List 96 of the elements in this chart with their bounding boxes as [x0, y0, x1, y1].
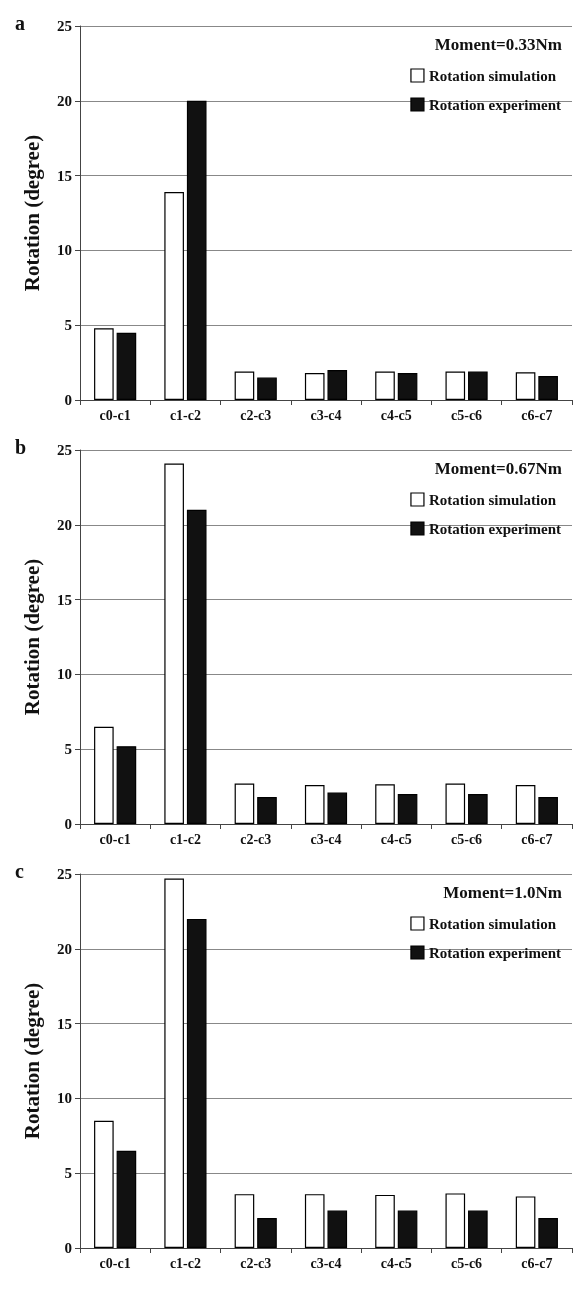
- bar: [397, 1210, 418, 1248]
- y-tick-label: 5: [64, 1165, 72, 1182]
- x-tick-label: c1-c2: [169, 831, 201, 847]
- y-tick-label: 0: [64, 1240, 72, 1256]
- y-tick-label: 15: [57, 1015, 72, 1032]
- bar: [94, 328, 114, 400]
- x-tick-label: c5-c6: [451, 407, 483, 423]
- bar: [538, 797, 558, 824]
- y-tick-label: 0: [64, 392, 72, 408]
- x-tick-label: c1-c2: [169, 1255, 201, 1271]
- bar: [116, 332, 137, 400]
- bar: [515, 1196, 536, 1248]
- bar: [164, 192, 184, 400]
- bar: [375, 784, 395, 824]
- bar: [234, 783, 255, 824]
- bar: [186, 100, 207, 400]
- x-tick-label: c4-c5: [380, 407, 412, 423]
- bar: [257, 1218, 277, 1248]
- x-tick-label: c6-c7: [521, 1255, 553, 1271]
- bar: [397, 373, 418, 400]
- x-tick-label: c0-c1: [99, 407, 131, 423]
- bar: [94, 726, 114, 824]
- bar: [538, 1218, 558, 1248]
- bar: [234, 371, 255, 400]
- x-tick-label: c0-c1: [99, 1255, 131, 1271]
- bar: [116, 1150, 137, 1248]
- y-tick-label: 10: [57, 242, 72, 259]
- x-tick-label: c6-c7: [521, 831, 553, 847]
- bar: [94, 1120, 114, 1248]
- bar: [468, 371, 488, 400]
- bar: [327, 370, 348, 400]
- bar: [304, 373, 325, 400]
- bar: [468, 1210, 488, 1248]
- chart-title: b: [15, 436, 27, 458]
- bar: [515, 372, 536, 400]
- x-tick-label: c2-c3: [240, 1255, 272, 1271]
- bar: [397, 794, 418, 824]
- bar: [327, 792, 348, 824]
- x-tick-label: c3-c4: [310, 831, 342, 847]
- y-tick-label: 20: [57, 516, 72, 533]
- y-axis-title: Rotation (degree): [19, 982, 44, 1140]
- y-tick-label: 15: [57, 167, 72, 184]
- bar: [257, 797, 277, 824]
- bar: [257, 377, 277, 400]
- bar: [164, 463, 184, 824]
- x-tick-label: c5-c6: [451, 831, 483, 847]
- y-tick-label: 10: [57, 666, 72, 683]
- x-tick-label: c6-c7: [521, 407, 553, 423]
- annotation: Moment=0.67Nm: [434, 459, 563, 478]
- bar: [164, 878, 184, 1248]
- legend-label: Rotation experiment: [428, 944, 562, 961]
- x-tick-label: c2-c3: [240, 831, 272, 847]
- bar: [116, 746, 137, 824]
- legend-label: Rotation experiment: [428, 520, 562, 537]
- y-axis-title: Rotation (degree): [19, 558, 44, 716]
- x-tick-label: c3-c4: [310, 1255, 342, 1271]
- chart-title: c: [15, 860, 24, 882]
- y-tick-label: 15: [57, 591, 72, 608]
- annotation: Moment=1.0Nm: [443, 883, 563, 902]
- y-tick-label: 0: [64, 816, 72, 832]
- bar: [375, 1194, 395, 1248]
- y-tick-label: 5: [64, 741, 72, 758]
- bar: [304, 785, 325, 824]
- y-tick-label: 10: [57, 1090, 72, 1107]
- bar: [445, 371, 466, 400]
- y-tick-label: 20: [57, 92, 72, 109]
- y-tick-label: 20: [57, 940, 72, 957]
- bar: [445, 783, 466, 824]
- y-tick-label: 5: [64, 317, 72, 334]
- y-tick-label: 25: [57, 442, 72, 458]
- annotation: Moment=0.33Nm: [434, 35, 563, 54]
- x-tick-label: c1-c2: [169, 407, 201, 423]
- bar: [234, 1194, 255, 1248]
- bar: [186, 509, 207, 824]
- bar: [304, 1194, 325, 1248]
- legend-label: Rotation experiment: [428, 96, 562, 113]
- y-tick-label: 25: [57, 866, 72, 882]
- bar: [375, 371, 395, 400]
- legend-label: Rotation simulation: [428, 915, 557, 932]
- x-tick-label: c4-c5: [380, 831, 412, 847]
- x-tick-label: c2-c3: [240, 407, 272, 423]
- y-tick-label: 25: [57, 18, 72, 34]
- legend-label: Rotation simulation: [428, 491, 557, 508]
- y-axis-title: Rotation (degree): [19, 134, 44, 292]
- bar: [327, 1210, 348, 1248]
- bar: [538, 376, 558, 400]
- bar: [445, 1193, 466, 1248]
- x-tick-label: c0-c1: [99, 831, 131, 847]
- legend-label: Rotation simulation: [428, 67, 557, 84]
- x-tick-label: c3-c4: [310, 407, 342, 423]
- chart-title: a: [15, 12, 25, 34]
- bar: [186, 918, 207, 1248]
- bar: [468, 794, 488, 824]
- x-tick-label: c4-c5: [380, 1255, 412, 1271]
- bar: [515, 785, 536, 824]
- x-tick-label: c5-c6: [451, 1255, 483, 1271]
